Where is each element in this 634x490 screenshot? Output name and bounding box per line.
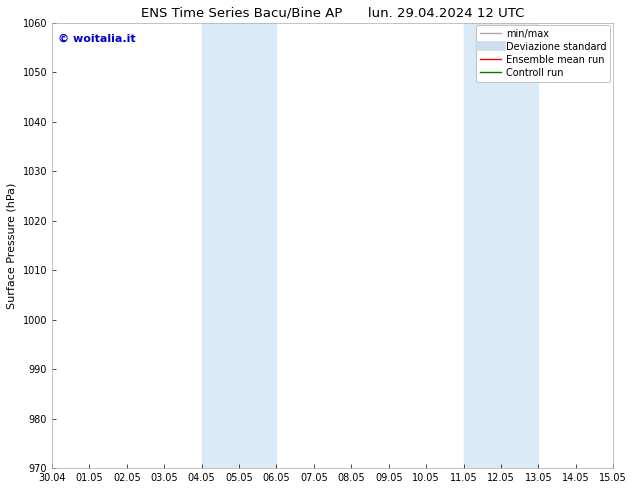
Bar (463, 23, 501, 468)
Bar (202, 23, 239, 468)
Bar (501, 23, 538, 468)
Legend: min/max, Deviazione standard, Ensemble mean run, Controll run: min/max, Deviazione standard, Ensemble m… (476, 25, 611, 82)
Text: © woitalia.it: © woitalia.it (58, 34, 135, 44)
Y-axis label: Surface Pressure (hPa): Surface Pressure (hPa) (7, 182, 17, 309)
Bar (239, 23, 276, 468)
Title: ENS Time Series Bacu/Bine AP      lun. 29.04.2024 12 UTC: ENS Time Series Bacu/Bine AP lun. 29.04.… (141, 7, 524, 20)
